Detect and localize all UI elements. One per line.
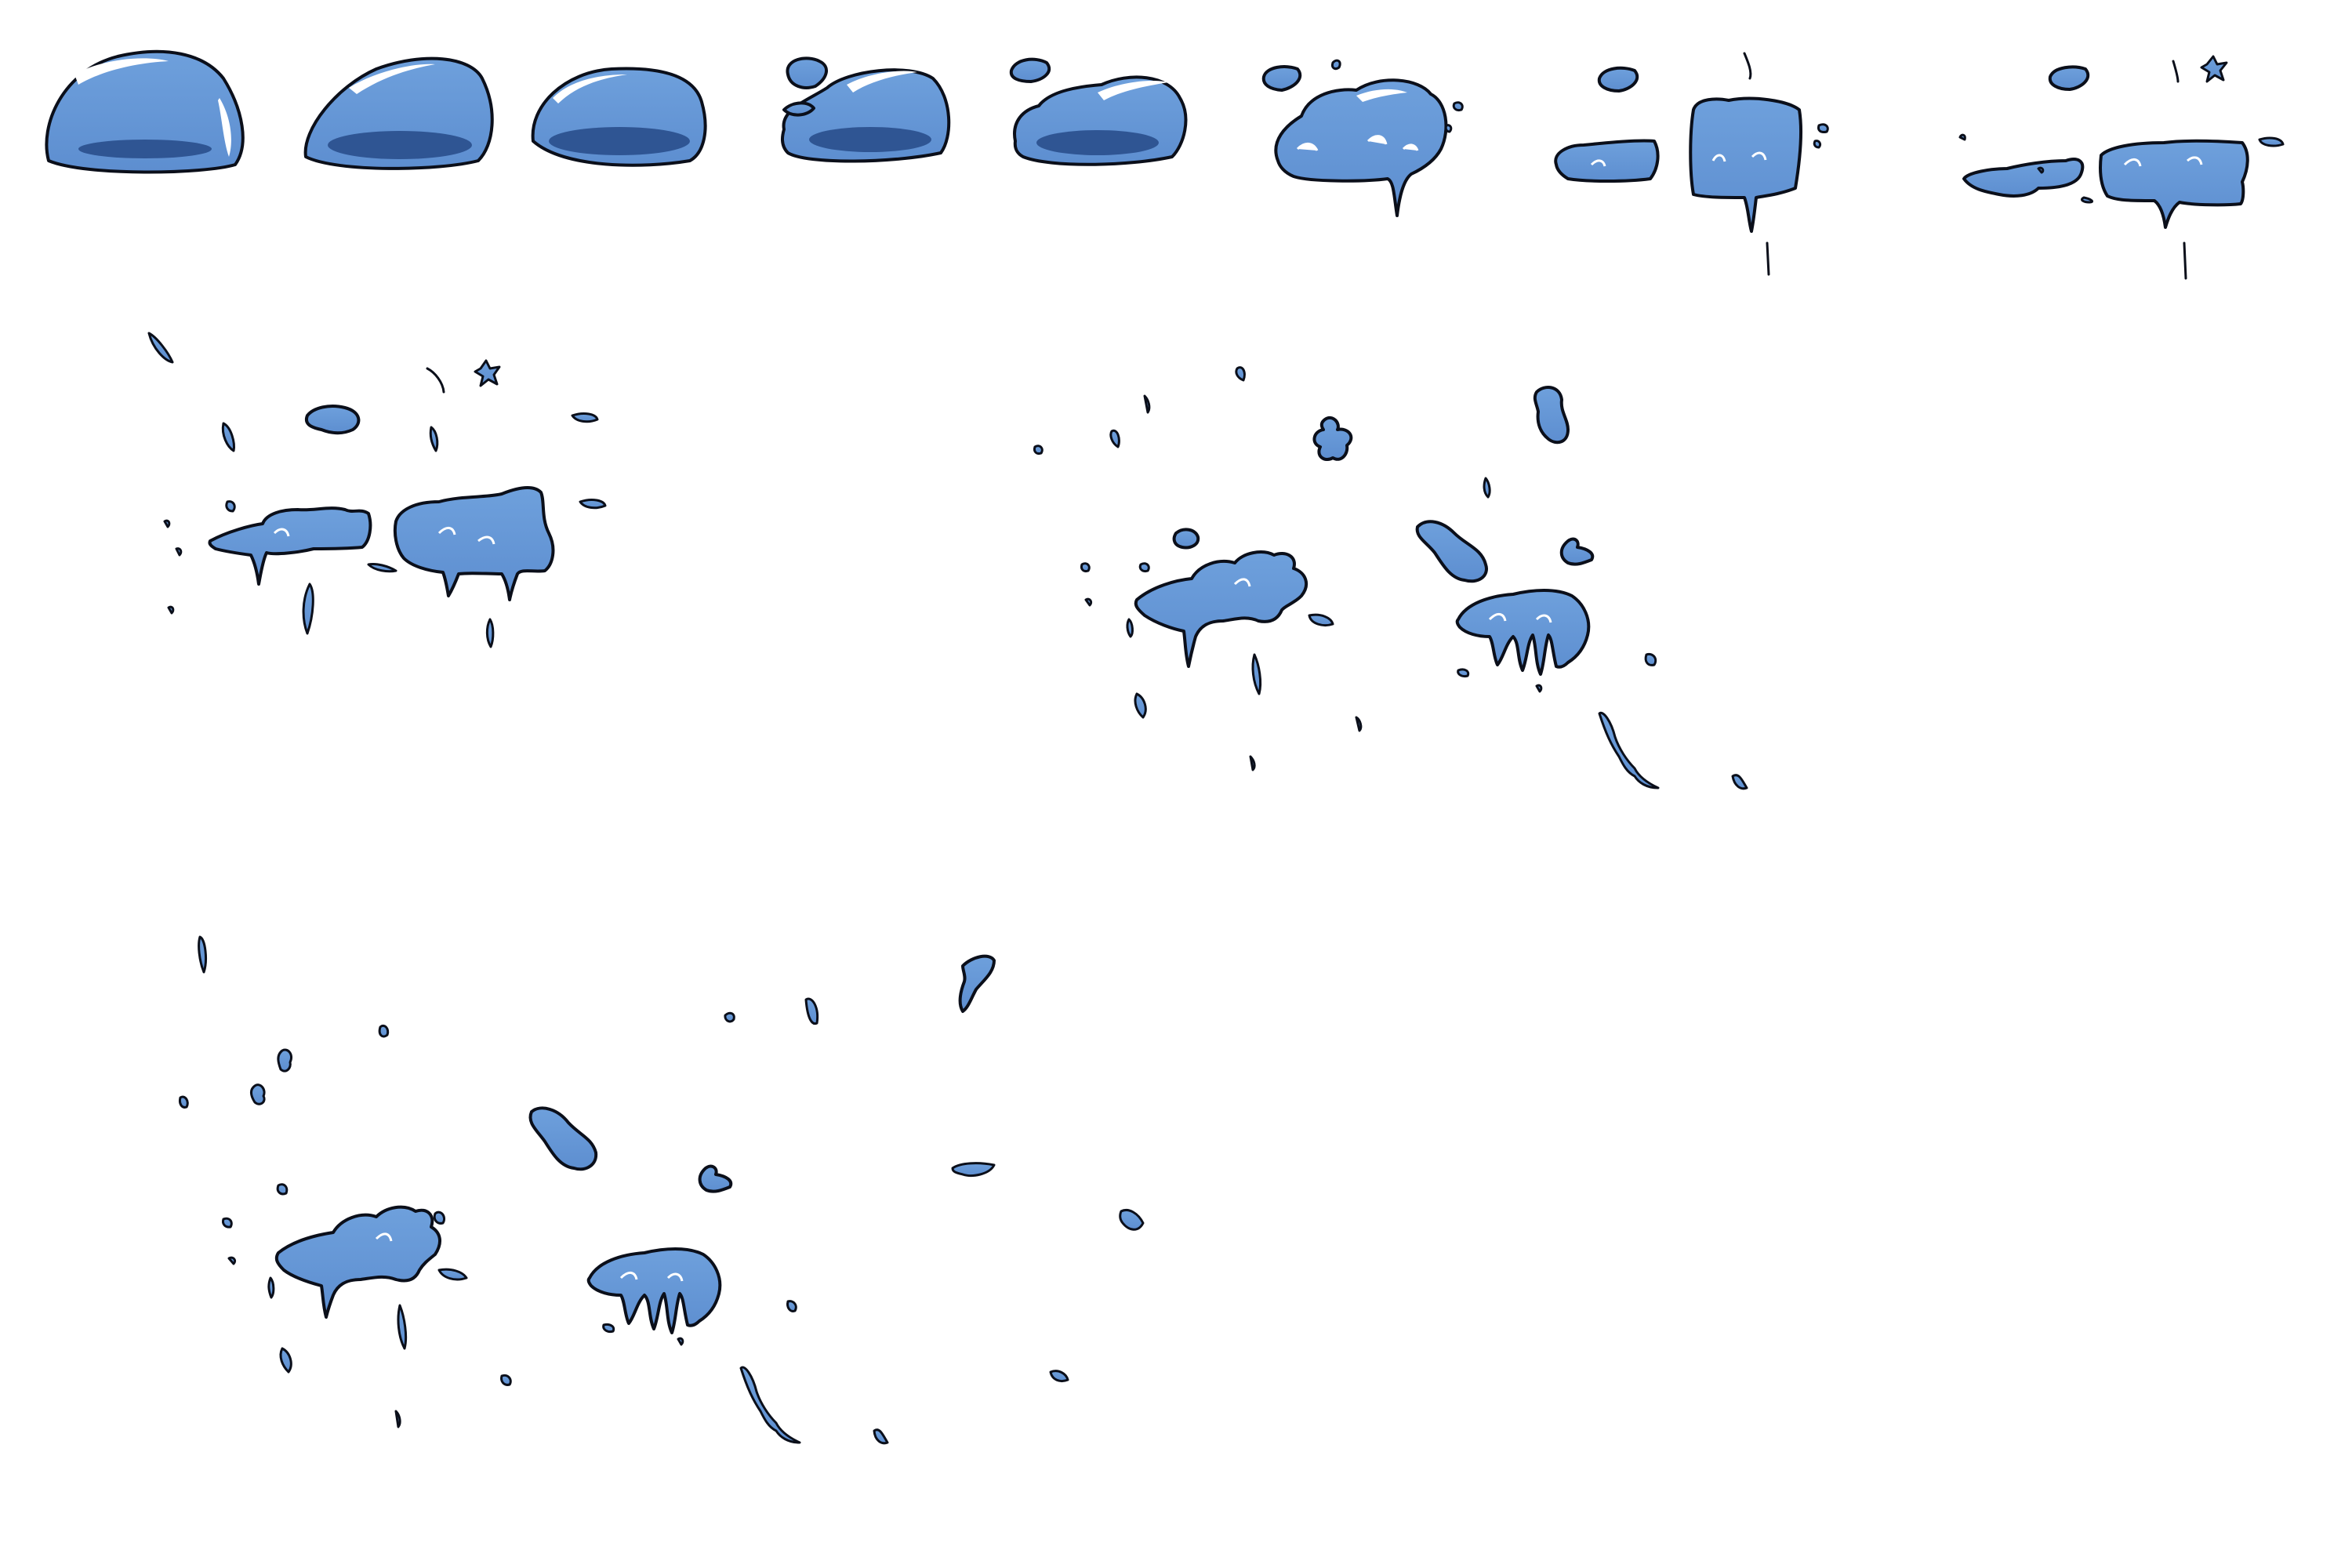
frame-11-splat [179, 935, 1145, 1445]
frame-4-blob [781, 56, 951, 163]
frame-6-splat [1261, 59, 1464, 217]
frame-10-splat [1033, 366, 1748, 790]
frame-8-splat [1958, 55, 2285, 280]
frame-1-blob [45, 49, 245, 174]
frame-2-blob [303, 56, 494, 170]
frame-9-splat [147, 332, 607, 648]
frame-7-splat [1554, 52, 1829, 276]
frame-5-blob [1009, 57, 1188, 166]
frame-3-blob [531, 67, 707, 167]
